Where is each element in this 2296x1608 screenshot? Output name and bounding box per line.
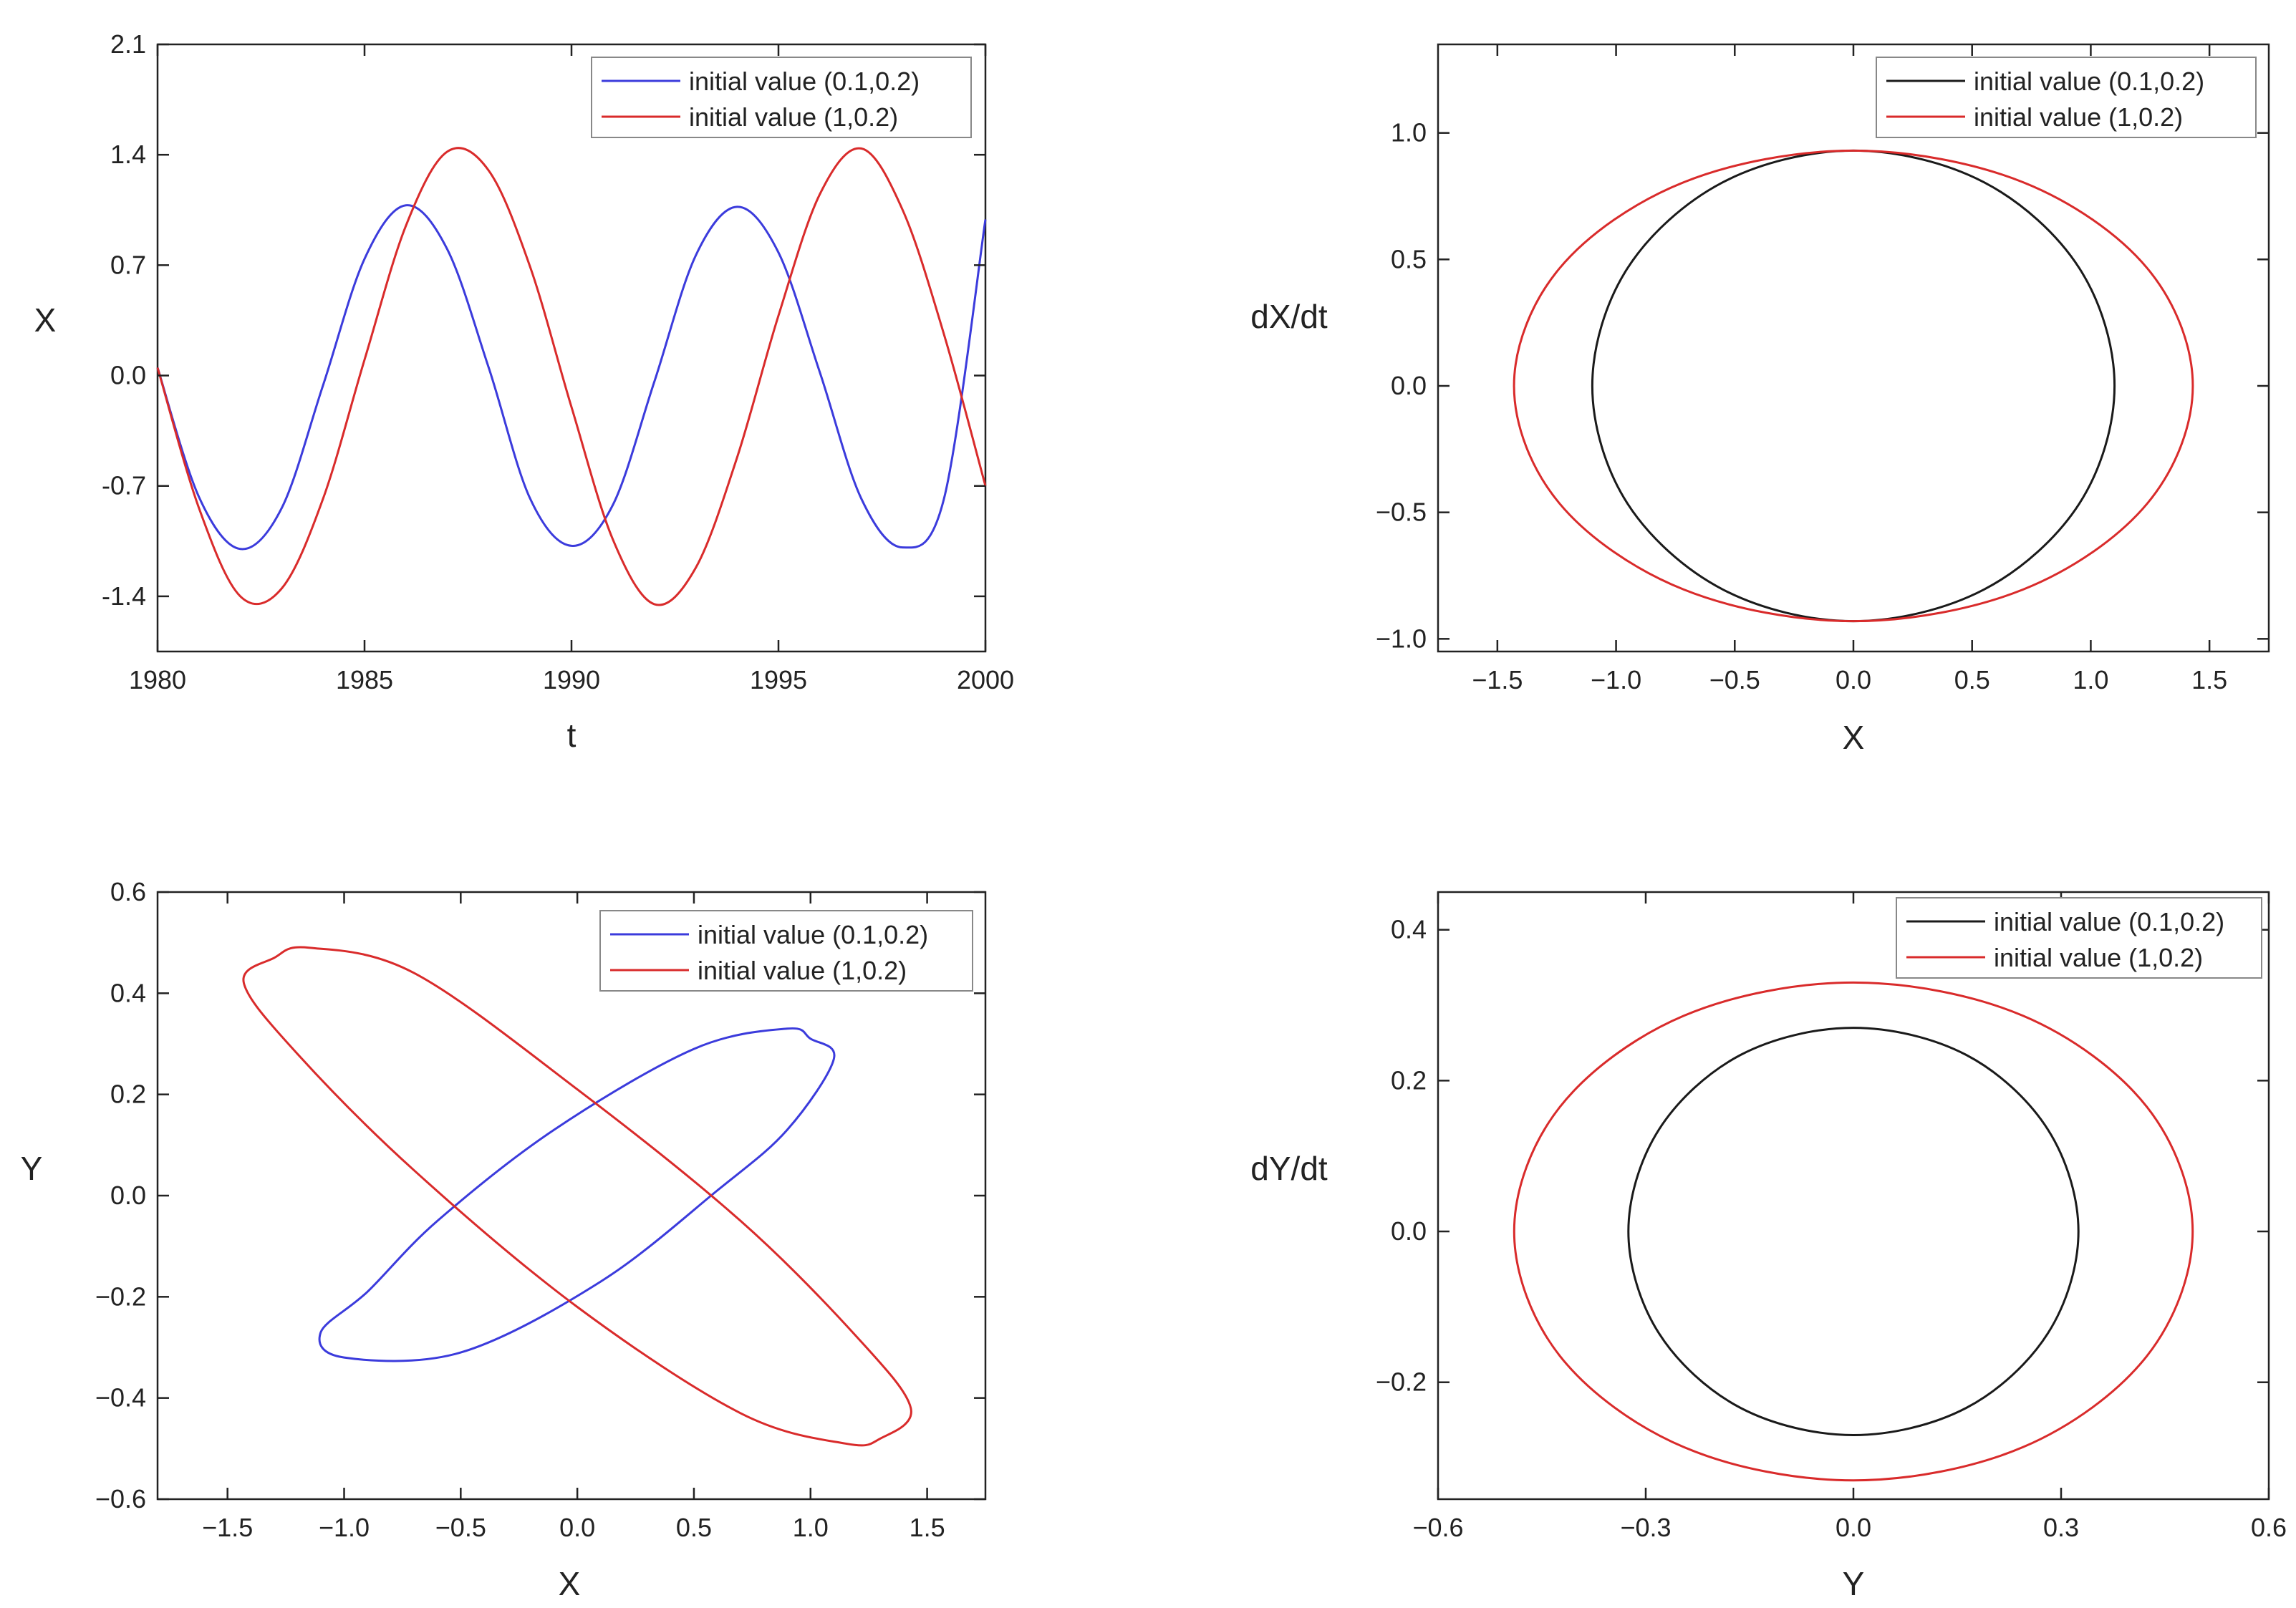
y-tick-label: 0.0 (110, 1181, 146, 1210)
x-tick-label: 1.0 (793, 1513, 829, 1542)
y-tick-label: −0.6 (95, 1484, 146, 1513)
y-tick-label: -1.4 (102, 581, 146, 611)
legend: initial value (0.1,0.2) initial value (1… (1876, 57, 2257, 138)
legend-box (599, 910, 973, 992)
legend-label-series-1: initial value (0.1,0.2) (1974, 67, 2204, 96)
y-tick-label: 2.1 (110, 29, 146, 59)
y-axis-label: X (34, 301, 57, 339)
legend-label-series-1: initial value (0.1,0.2) (698, 920, 928, 949)
legend-box (591, 57, 972, 138)
legend-label-series-1: initial value (0.1,0.2) (689, 67, 920, 96)
y-tick-label: 1.0 (1391, 118, 1427, 147)
series-layer (242, 946, 912, 1447)
x-axis-label: Y (1843, 1565, 1865, 1602)
x-tick-label: −0.6 (1412, 1513, 1463, 1542)
x-axis-label: t (567, 717, 577, 754)
y-tick-label: 0.0 (110, 361, 146, 390)
y-axis-label: dY/dt (1250, 1150, 1328, 1187)
series-line-1 (156, 204, 987, 551)
y-tick-label: −0.2 (95, 1282, 146, 1311)
y-axis-label: Y (21, 1150, 43, 1187)
x-axis-label: X (559, 1565, 581, 1602)
y-tick-label: 0.0 (1391, 1216, 1427, 1246)
series-line-1 (318, 1027, 836, 1362)
x-tick-label: 2000 (957, 665, 1014, 694)
x-tick-label: −1.5 (202, 1513, 253, 1542)
legend-box (1876, 57, 2257, 138)
legend-label-series-2: initial value (1,0.2) (1974, 102, 2183, 132)
y-tick-label: 0.2 (1391, 1065, 1427, 1095)
x-tick-label: −1.0 (1591, 665, 1641, 694)
y-tick-label: −0.5 (1376, 498, 1427, 527)
x-tick-label: 1.5 (2191, 665, 2227, 694)
x-tick-label: −0.5 (435, 1513, 486, 1542)
x-tick-label: 1985 (336, 665, 393, 694)
x-tick-label: 1995 (750, 665, 807, 694)
tick-layer: 1980 1985 1990 1995 2000 2.1 1.4 0.7 0.0 -0.7 -1.4 (102, 29, 1014, 694)
series-line-2 (156, 147, 987, 606)
legend-label-series-2: initial value (1,0.2) (689, 102, 898, 132)
y-tick-label: 0.4 (1391, 915, 1427, 944)
y-tick-label: 1.4 (110, 140, 146, 169)
x-tick-label: 1.0 (2073, 665, 2108, 694)
y-tick-label: −0.4 (95, 1383, 146, 1413)
x-axis-label: X (1843, 719, 1865, 756)
series-line-2 (1513, 981, 2194, 1482)
series-layer (156, 147, 987, 606)
tick-layer: −0.6 −0.3 0.0 0.3 0.6 0.4 0.2 0.0 −0.2 (1376, 892, 2287, 1542)
y-tick-label: 0.0 (1391, 371, 1427, 400)
x-tick-label: 0.3 (2043, 1513, 2079, 1542)
y-tick-label: 0.7 (110, 250, 146, 279)
legend-label-series-1: initial value (0.1,0.2) (1994, 907, 2224, 936)
x-tick-label: −0.3 (1620, 1513, 1671, 1542)
x-tick-label: 1.5 (910, 1513, 945, 1542)
legend-box (1896, 897, 2262, 979)
tick-layer: −1.5 −1.0 −0.5 0.0 0.5 1.0 1.5 1.0 0.5 0.0 −0.5 −1.… (1376, 44, 2269, 694)
y-tick-label: −0.2 (1376, 1367, 1427, 1397)
x-tick-label: 0.5 (1954, 665, 1990, 694)
y-axis-label: dX/dt (1250, 298, 1328, 335)
panel-y-vs-x: −1.5 −1.0 −0.5 0.0 0.5 1.0 1.5 0.6 0.4 0.2 0.0 −0.2… (21, 877, 987, 1602)
x-tick-label: −1.0 (319, 1513, 370, 1542)
series-line-1 (1627, 1027, 2080, 1436)
x-tick-label: 0.5 (676, 1513, 712, 1542)
y-tick-label: 0.4 (110, 978, 146, 1007)
y-tick-label: -0.7 (102, 471, 146, 500)
tick-layer: −1.5 −1.0 −0.5 0.0 0.5 1.0 1.5 0.6 0.4 0.2 0.0 −0.2… (95, 877, 985, 1542)
legend-label-series-2: initial value (1,0.2) (1994, 943, 2203, 972)
y-tick-label: −1.0 (1376, 624, 1427, 653)
y-tick-label: 0.6 (110, 877, 146, 906)
x-tick-label: 0.6 (2251, 1513, 2287, 1542)
series-layer (1513, 149, 2194, 623)
series-line-1 (1591, 149, 2116, 623)
panel-x-vs-t: 1980 1985 1990 1995 2000 2.1 1.4 0.7 0.0 -0.7 -1.4… (34, 29, 1014, 754)
panel-dydt-vs-y: −0.6 −0.3 0.0 0.3 0.6 0.4 0.2 0.0 −0.2 initial v… (1250, 891, 2287, 1602)
y-tick-label: 0.2 (110, 1080, 146, 1109)
x-tick-label: −1.5 (1472, 665, 1523, 694)
legend: initial value (0.1,0.2) initial value (1… (599, 910, 973, 992)
x-tick-label: 0.0 (1836, 665, 1871, 694)
x-tick-label: 1990 (543, 665, 600, 694)
x-tick-label: −0.5 (1709, 665, 1760, 694)
series-line-2 (242, 946, 912, 1447)
y-tick-label: 0.5 (1391, 244, 1427, 273)
series-line-2 (1513, 149, 2194, 623)
series-layer (1513, 981, 2194, 1482)
panel-dxdt-vs-x: −1.5 −1.0 −0.5 0.0 0.5 1.0 1.5 1.0 0.5 0.0 −0.5 −1.… (1250, 43, 2270, 756)
legend: initial value (0.1,0.2) initial value (1… (1896, 897, 2262, 979)
x-tick-label: 1980 (129, 665, 186, 694)
x-tick-label: 0.0 (559, 1513, 595, 1542)
x-tick-label: 0.0 (1836, 1513, 1871, 1542)
legend-label-series-2: initial value (1,0.2) (698, 956, 907, 985)
legend: initial value (0.1,0.2) initial value (1… (591, 57, 972, 138)
